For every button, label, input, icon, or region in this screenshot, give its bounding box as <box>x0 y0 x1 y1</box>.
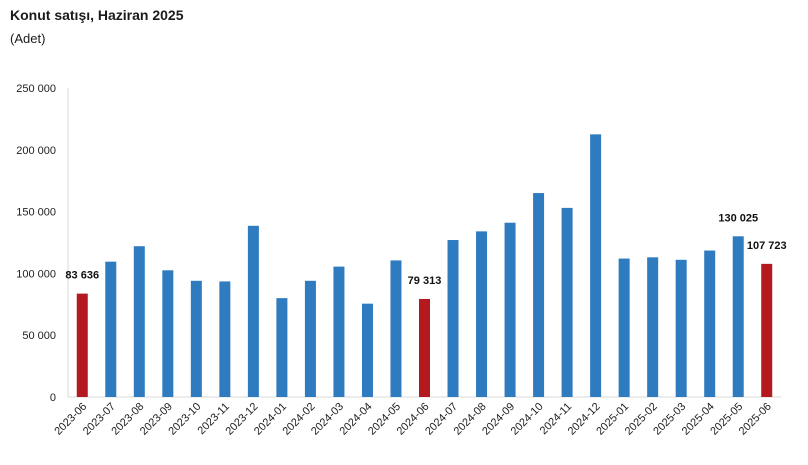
bar <box>361 303 373 397</box>
bar <box>533 193 545 397</box>
bar <box>276 298 288 397</box>
bar <box>447 240 459 397</box>
y-tick-label: 100 000 <box>16 268 56 280</box>
data-label: 107 723 <box>747 240 787 252</box>
bar <box>190 280 202 397</box>
y-tick-label: 150 000 <box>16 207 56 219</box>
y-tick-label: 50 000 <box>22 330 56 342</box>
bar <box>247 225 259 397</box>
data-label: 130 025 <box>718 212 758 224</box>
chart-title: Konut satışı, Haziran 2025 <box>10 7 184 23</box>
bar <box>419 298 430 397</box>
bar <box>133 246 145 397</box>
bar <box>732 236 744 397</box>
data-label: 83 636 <box>65 270 99 282</box>
bar <box>675 259 687 397</box>
bar <box>390 260 402 397</box>
y-tick-label: 0 <box>50 392 56 404</box>
bar <box>105 261 117 397</box>
bar <box>476 231 488 397</box>
data-label: 79 313 <box>408 275 442 287</box>
bar <box>704 250 716 397</box>
y-tick-label: 250 000 <box>16 83 56 95</box>
bar <box>618 258 630 397</box>
bar <box>647 257 659 397</box>
bar <box>590 134 602 397</box>
bar <box>761 263 773 397</box>
bar <box>162 270 174 397</box>
bar <box>504 222 516 397</box>
bar <box>219 281 231 397</box>
bar <box>304 280 316 397</box>
y-tick-label: 200 000 <box>16 145 56 157</box>
chart-subtitle: (Adet) <box>10 31 46 46</box>
bar <box>76 293 88 397</box>
bar <box>561 207 573 397</box>
bar <box>333 266 345 397</box>
